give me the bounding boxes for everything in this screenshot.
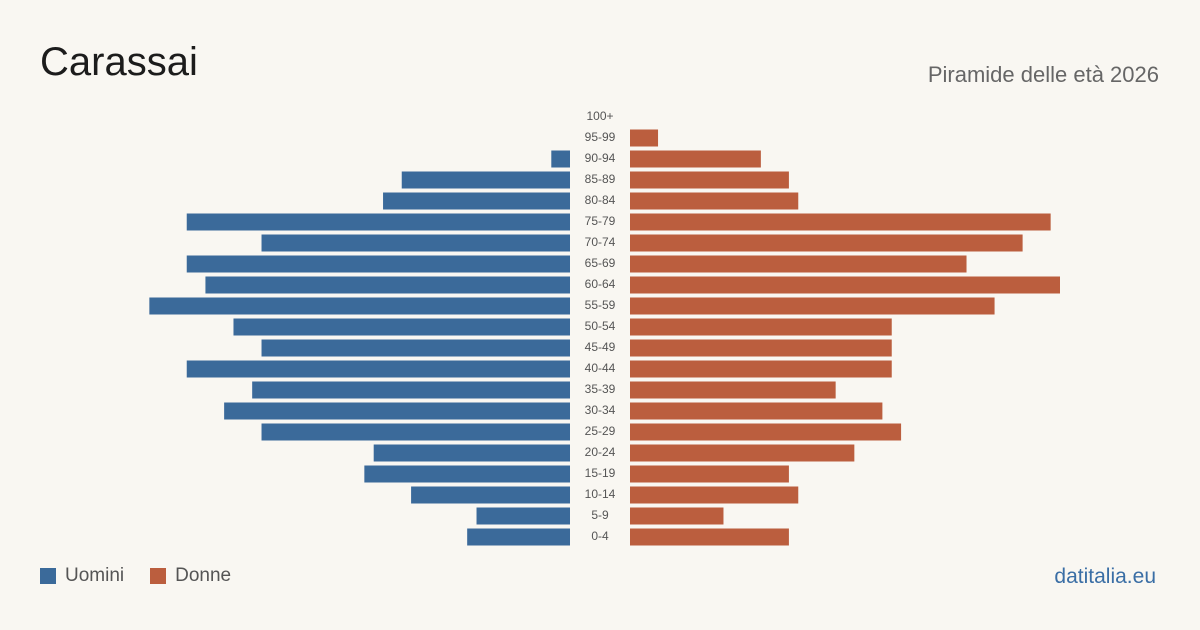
bar-male-60-64 bbox=[205, 276, 570, 294]
age-label-25-29: 25-29 bbox=[585, 424, 616, 438]
bar-female-95-99 bbox=[630, 129, 659, 147]
bar-female-80-84 bbox=[630, 192, 799, 210]
bar-female-0-4 bbox=[630, 528, 789, 546]
age-label-65-69: 65-69 bbox=[585, 256, 616, 270]
age-label-45-49: 45-49 bbox=[585, 340, 616, 354]
bar-male-5-9 bbox=[476, 507, 570, 525]
bar-male-80-84 bbox=[383, 192, 570, 210]
legend-swatch-male bbox=[40, 568, 56, 584]
age-label-100plus: 100+ bbox=[586, 109, 613, 123]
bar-male-55-59 bbox=[149, 297, 570, 315]
legend-label-male: Uomini bbox=[65, 565, 125, 586]
bar-male-50-54 bbox=[233, 318, 570, 336]
age-label-5-9: 5-9 bbox=[591, 508, 609, 522]
age-label-35-39: 35-39 bbox=[585, 382, 616, 396]
bar-male-85-89 bbox=[401, 171, 570, 189]
bar-female-25-29 bbox=[630, 423, 902, 441]
age-label-95-99: 95-99 bbox=[585, 130, 616, 144]
bar-female-75-79 bbox=[630, 213, 1051, 231]
age-label-90-94: 90-94 bbox=[585, 151, 616, 165]
bar-male-20-24 bbox=[373, 444, 570, 462]
bar-female-50-54 bbox=[630, 318, 892, 336]
legend: Uomini Donne bbox=[40, 565, 257, 587]
bar-female-65-69 bbox=[630, 255, 967, 273]
bar-male-0-4 bbox=[467, 528, 570, 546]
legend-item-male: Uomini bbox=[40, 565, 124, 587]
age-group-labels: 100+ 95-99 90-94 85-89 80-84 75-79 70-74 65-69 6… bbox=[585, 109, 616, 543]
bar-female-15-19 bbox=[630, 465, 789, 483]
bar-female-30-34 bbox=[630, 402, 883, 420]
bar-female-90-94 bbox=[630, 150, 761, 168]
brand-link[interactable]: datitalia.eu bbox=[1054, 565, 1156, 588]
age-label-30-34: 30-34 bbox=[585, 403, 616, 417]
bar-male-65-69 bbox=[186, 255, 570, 273]
bar-female-70-74 bbox=[630, 234, 1023, 252]
bar-female-10-14 bbox=[630, 486, 799, 504]
female-bars bbox=[630, 129, 1060, 546]
age-label-55-59: 55-59 bbox=[585, 298, 616, 312]
age-label-70-74: 70-74 bbox=[585, 235, 616, 249]
bar-male-25-29 bbox=[261, 423, 570, 441]
legend-item-female: Donne bbox=[150, 565, 231, 587]
age-label-60-64: 60-64 bbox=[585, 277, 616, 291]
age-label-20-24: 20-24 bbox=[585, 445, 616, 459]
bar-male-75-79 bbox=[186, 213, 570, 231]
age-label-10-14: 10-14 bbox=[585, 487, 616, 501]
bar-male-40-44 bbox=[186, 360, 570, 378]
chart-subtitle: Piramide delle età 2026 bbox=[927, 62, 1159, 87]
bar-male-30-34 bbox=[224, 402, 570, 420]
bar-female-85-89 bbox=[630, 171, 789, 189]
age-label-0-4: 0-4 bbox=[591, 529, 609, 543]
bar-male-45-49 bbox=[261, 339, 570, 357]
age-label-15-19: 15-19 bbox=[585, 466, 616, 480]
bar-female-55-59 bbox=[630, 297, 995, 315]
bar-female-20-24 bbox=[630, 444, 855, 462]
bar-female-40-44 bbox=[630, 360, 892, 378]
bar-female-60-64 bbox=[630, 276, 1060, 294]
age-label-85-89: 85-89 bbox=[585, 172, 616, 186]
bar-male-70-74 bbox=[261, 234, 570, 252]
bar-female-45-49 bbox=[630, 339, 892, 357]
bar-male-90-94 bbox=[551, 150, 570, 168]
age-label-40-44: 40-44 bbox=[585, 361, 616, 375]
male-bars bbox=[149, 150, 570, 546]
age-label-80-84: 80-84 bbox=[585, 193, 616, 207]
bar-female-5-9 bbox=[630, 507, 724, 525]
age-label-75-79: 75-79 bbox=[585, 214, 616, 228]
bar-female-35-39 bbox=[630, 381, 836, 399]
chart-title: Carassai bbox=[40, 40, 198, 84]
bar-male-15-19 bbox=[364, 465, 570, 483]
bar-male-35-39 bbox=[252, 381, 570, 399]
age-label-50-54: 50-54 bbox=[585, 319, 616, 333]
legend-swatch-female bbox=[150, 568, 167, 584]
legend-label-female: Donne bbox=[175, 565, 232, 586]
bar-male-10-14 bbox=[411, 486, 570, 504]
